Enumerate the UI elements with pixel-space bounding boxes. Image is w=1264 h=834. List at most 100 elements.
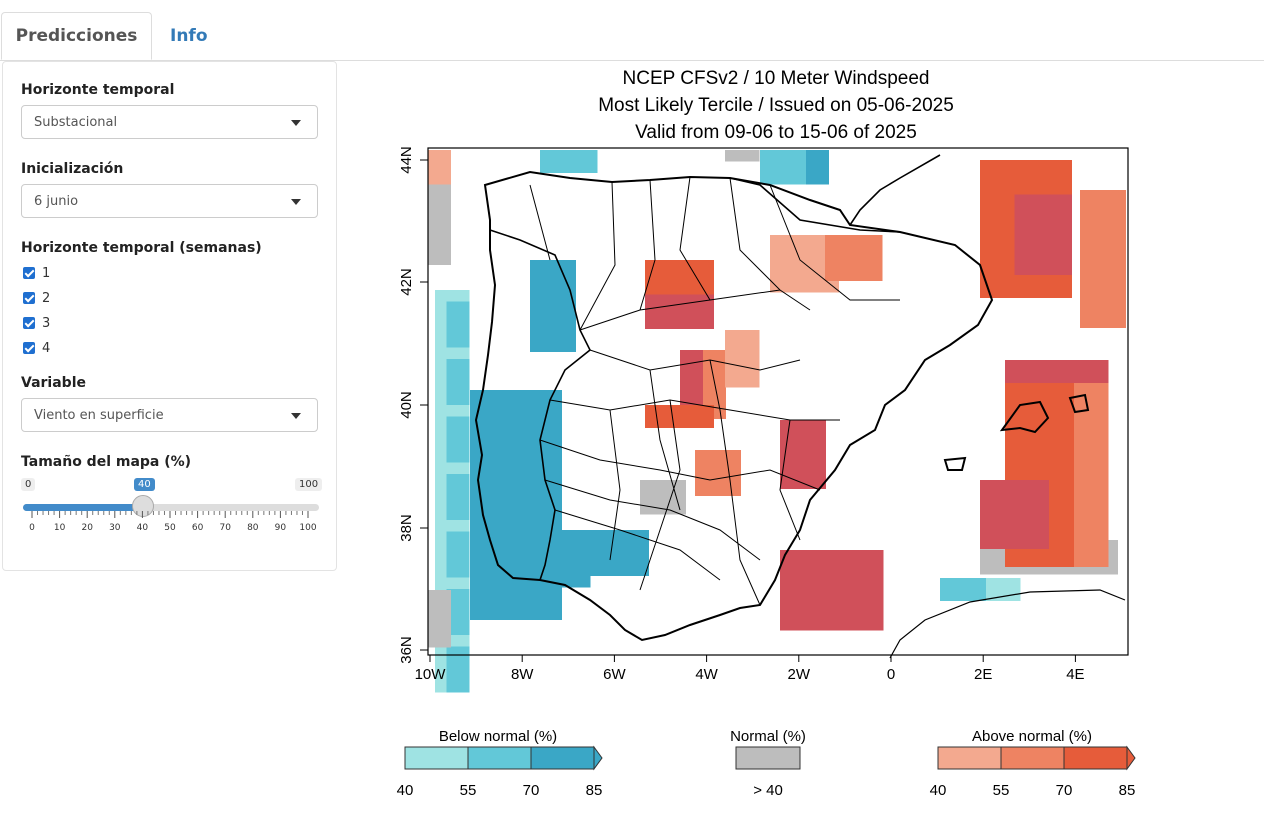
legend-below-normal: Below normal (%) 40 55 70 85 (397, 728, 603, 799)
tercile-cell (556, 576, 568, 588)
tercile-cell (860, 573, 872, 585)
tercile-cell (791, 454, 803, 466)
tercile-cell (1051, 475, 1063, 487)
checkbox-checked-icon[interactable] (23, 292, 35, 304)
tercile-cell (580, 553, 592, 565)
tercile-cell (556, 530, 568, 542)
tercile-cell (458, 543, 470, 555)
tercile-cell (1062, 394, 1074, 406)
tercile-cell (504, 505, 516, 517)
tercile-cell (849, 573, 861, 585)
checkbox-checked-icon[interactable] (23, 317, 35, 329)
tercile-cell (1080, 236, 1092, 248)
tercile-cell (435, 439, 447, 451)
tercile-cell (1003, 206, 1015, 218)
tercile-cell (1028, 555, 1040, 567)
tercile-cell (1039, 429, 1051, 441)
tercile-cell (991, 206, 1003, 218)
tercile-cell (849, 619, 861, 631)
tercile-cell (1037, 286, 1049, 298)
slider-handle[interactable] (132, 495, 154, 517)
tercile-cell (1003, 286, 1015, 298)
tercile-cell (435, 370, 447, 382)
tercile-cell (527, 401, 539, 413)
tercile-cell (458, 520, 470, 532)
tercile-cell (574, 161, 586, 173)
tercile-cell (1060, 286, 1072, 298)
tercile-cell (439, 219, 451, 231)
tercile-cell (814, 550, 826, 562)
tercile-cell (1037, 514, 1049, 526)
tercile-cell (872, 596, 884, 608)
tercile-cell (1097, 429, 1109, 441)
week-checkbox-3[interactable]: 3 (23, 315, 50, 331)
tercile-cell (1005, 406, 1017, 418)
tercile-cell (1074, 498, 1086, 510)
tercile-cell (435, 497, 447, 509)
tercile-cell (544, 541, 556, 553)
tercile-cell (553, 283, 565, 295)
tercile-cell (1080, 270, 1092, 282)
tercile-cell (1074, 360, 1086, 372)
tercile-cell (791, 443, 803, 455)
tercile-cell (781, 281, 793, 293)
tercile-cell (470, 447, 482, 459)
week-checkbox-2[interactable]: 2 (23, 290, 50, 306)
tercile-cell (435, 566, 447, 578)
tercile-cell (470, 482, 482, 494)
tercile-cell (691, 260, 703, 272)
tercile-cell (1026, 171, 1038, 183)
tercile-cell (637, 541, 649, 553)
tercile-cell (1074, 463, 1086, 475)
tercile-cell (725, 353, 737, 365)
tercile-cell (521, 576, 533, 588)
tercile-cell (553, 306, 565, 318)
tercile-cell (771, 173, 783, 185)
tercile-cell (804, 235, 816, 247)
tercile-cell (470, 597, 482, 609)
slider-track[interactable] (23, 504, 319, 511)
tercile-cell (814, 420, 826, 432)
tab-info[interactable]: Info (170, 26, 208, 46)
tercile-cell (963, 578, 975, 590)
tercile-cell (991, 171, 1003, 183)
tercile-cell (1074, 555, 1086, 567)
province-borders (529, 176, 900, 606)
tercile-cell (1072, 563, 1084, 575)
tercile-cell (435, 347, 447, 359)
tercile-cell (1026, 491, 1038, 503)
tercile-cell (849, 550, 861, 562)
week-checkbox-1[interactable]: 1 (23, 265, 50, 281)
tercile-cell (1060, 206, 1072, 218)
tercile-cell (470, 493, 482, 505)
tercile-cell (826, 561, 838, 573)
slider-max-label: 100 (295, 478, 323, 491)
week-checkbox-4[interactable]: 4 (23, 340, 50, 356)
tercile-cell (859, 246, 871, 258)
horizon-select[interactable]: Substacional (21, 105, 318, 139)
tercile-cell (1003, 275, 1015, 287)
init-select[interactable]: 6 junio (21, 184, 318, 218)
tercile-cell (1062, 475, 1074, 487)
tercile-cell (691, 405, 703, 417)
checkbox-checked-icon[interactable] (23, 267, 35, 279)
tercile-cell (1003, 171, 1015, 183)
tercile-cell (539, 447, 551, 459)
tercile-cell (1097, 371, 1109, 383)
checkbox-checked-icon[interactable] (23, 342, 35, 354)
tercile-cell (872, 607, 884, 619)
chevron-down-icon (291, 199, 301, 205)
variable-select[interactable]: Viento en superficie (21, 398, 318, 432)
tercile-cell (849, 584, 861, 596)
tercile-cell (825, 269, 837, 281)
tercile-cell (539, 459, 551, 471)
tercile-cell (980, 263, 992, 275)
lon-tick-label: 4W (695, 666, 718, 683)
tab-predicciones[interactable]: Predicciones (1, 12, 152, 60)
tercile-cell (679, 405, 691, 417)
tercile-cell (435, 531, 447, 543)
week-option-label: 2 (42, 290, 51, 306)
tercile-cell (803, 619, 815, 631)
tercile-cell (1097, 532, 1109, 544)
tercile-cell (504, 608, 516, 620)
